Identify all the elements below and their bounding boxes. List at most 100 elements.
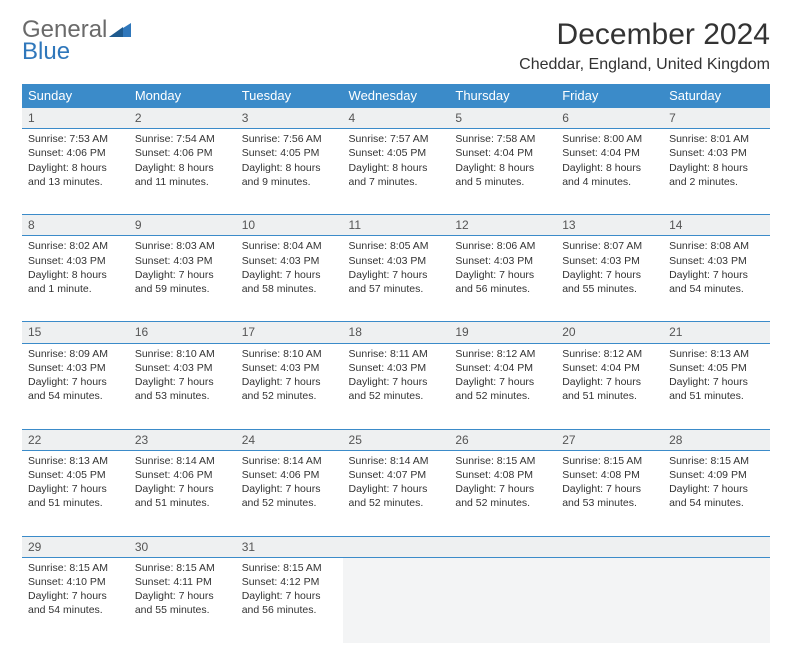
day-cell: Sunrise: 8:14 AMSunset: 4:06 PMDaylight:… [236, 450, 343, 536]
daynum-row: 15161718192021 [22, 322, 770, 343]
daylight-line: Daylight: 7 hours and 57 minutes. [349, 268, 444, 296]
sunset-line: Sunset: 4:08 PM [455, 468, 550, 482]
daylight-line: Daylight: 7 hours and 52 minutes. [455, 375, 550, 403]
week-row: Sunrise: 8:13 AMSunset: 4:05 PMDaylight:… [22, 450, 770, 536]
day-cell: Sunrise: 8:14 AMSunset: 4:06 PMDaylight:… [129, 450, 236, 536]
daylight-line: Daylight: 7 hours and 51 minutes. [562, 375, 657, 403]
day-cell: Sunrise: 8:15 AMSunset: 4:12 PMDaylight:… [236, 557, 343, 643]
day-cell: Sunrise: 8:15 AMSunset: 4:08 PMDaylight:… [556, 450, 663, 536]
sunrise-line: Sunrise: 7:57 AM [349, 132, 444, 146]
day-cell: Sunrise: 7:58 AMSunset: 4:04 PMDaylight:… [449, 129, 556, 215]
sunset-line: Sunset: 4:03 PM [669, 254, 764, 268]
day-number-cell [556, 536, 663, 557]
day-number-cell: 11 [343, 215, 450, 236]
daylight-line: Daylight: 7 hours and 51 minutes. [669, 375, 764, 403]
day-cell [449, 557, 556, 643]
day-header: Monday [129, 84, 236, 108]
day-cell: Sunrise: 7:57 AMSunset: 4:05 PMDaylight:… [343, 129, 450, 215]
day-cell: Sunrise: 8:12 AMSunset: 4:04 PMDaylight:… [556, 343, 663, 429]
daylight-line: Daylight: 8 hours and 1 minute. [28, 268, 123, 296]
brand-logo: General Blue [22, 18, 131, 64]
sunset-line: Sunset: 4:04 PM [562, 146, 657, 160]
daylight-line: Daylight: 8 hours and 5 minutes. [455, 161, 550, 189]
sunrise-line: Sunrise: 8:04 AM [242, 239, 337, 253]
day-number-cell [343, 536, 450, 557]
day-number-cell: 2 [129, 108, 236, 129]
sunrise-line: Sunrise: 8:07 AM [562, 239, 657, 253]
day-cell: Sunrise: 8:15 AMSunset: 4:08 PMDaylight:… [449, 450, 556, 536]
day-cell [556, 557, 663, 643]
daylight-line: Daylight: 7 hours and 54 minutes. [669, 268, 764, 296]
day-number-cell: 8 [22, 215, 129, 236]
daylight-line: Daylight: 8 hours and 4 minutes. [562, 161, 657, 189]
sunrise-line: Sunrise: 8:03 AM [135, 239, 230, 253]
day-number-cell: 19 [449, 322, 556, 343]
day-cell: Sunrise: 8:13 AMSunset: 4:05 PMDaylight:… [663, 343, 770, 429]
day-number-cell: 12 [449, 215, 556, 236]
day-cell: Sunrise: 8:06 AMSunset: 4:03 PMDaylight:… [449, 236, 556, 322]
sunrise-line: Sunrise: 8:11 AM [349, 347, 444, 361]
day-number-cell: 16 [129, 322, 236, 343]
sunrise-line: Sunrise: 7:53 AM [28, 132, 123, 146]
sunset-line: Sunset: 4:03 PM [669, 146, 764, 160]
sunset-line: Sunset: 4:08 PM [562, 468, 657, 482]
daylight-line: Daylight: 7 hours and 54 minutes. [28, 589, 123, 617]
day-number-cell: 20 [556, 322, 663, 343]
daylight-line: Daylight: 7 hours and 53 minutes. [562, 482, 657, 510]
sunrise-line: Sunrise: 8:10 AM [135, 347, 230, 361]
day-number-cell: 30 [129, 536, 236, 557]
sunset-line: Sunset: 4:06 PM [135, 468, 230, 482]
sunrise-line: Sunrise: 8:01 AM [669, 132, 764, 146]
sunset-line: Sunset: 4:05 PM [669, 361, 764, 375]
day-header-row: SundayMondayTuesdayWednesdayThursdayFrid… [22, 84, 770, 108]
sunrise-line: Sunrise: 8:12 AM [455, 347, 550, 361]
day-number-cell: 6 [556, 108, 663, 129]
day-header: Saturday [663, 84, 770, 108]
brand-word-2: Blue [22, 38, 70, 65]
daynum-row: 293031 [22, 536, 770, 557]
day-cell: Sunrise: 8:00 AMSunset: 4:04 PMDaylight:… [556, 129, 663, 215]
day-header: Tuesday [236, 84, 343, 108]
day-cell: Sunrise: 8:13 AMSunset: 4:05 PMDaylight:… [22, 450, 129, 536]
sunset-line: Sunset: 4:12 PM [242, 575, 337, 589]
sunset-line: Sunset: 4:06 PM [135, 146, 230, 160]
day-number-cell: 10 [236, 215, 343, 236]
sunrise-line: Sunrise: 8:02 AM [28, 239, 123, 253]
week-row: Sunrise: 8:02 AMSunset: 4:03 PMDaylight:… [22, 236, 770, 322]
day-cell [663, 557, 770, 643]
sunrise-line: Sunrise: 8:15 AM [135, 561, 230, 575]
sunset-line: Sunset: 4:05 PM [349, 146, 444, 160]
sunset-line: Sunset: 4:06 PM [28, 146, 123, 160]
sunrise-line: Sunrise: 7:56 AM [242, 132, 337, 146]
day-cell: Sunrise: 8:04 AMSunset: 4:03 PMDaylight:… [236, 236, 343, 322]
day-number-cell: 17 [236, 322, 343, 343]
day-number-cell: 14 [663, 215, 770, 236]
day-number-cell: 18 [343, 322, 450, 343]
day-number-cell [663, 536, 770, 557]
daylight-line: Daylight: 7 hours and 55 minutes. [135, 589, 230, 617]
day-header: Thursday [449, 84, 556, 108]
sunrise-line: Sunrise: 8:08 AM [669, 239, 764, 253]
daylight-line: Daylight: 8 hours and 7 minutes. [349, 161, 444, 189]
sunrise-line: Sunrise: 8:06 AM [455, 239, 550, 253]
sunset-line: Sunset: 4:05 PM [242, 146, 337, 160]
sunrise-line: Sunrise: 8:12 AM [562, 347, 657, 361]
sunset-line: Sunset: 4:10 PM [28, 575, 123, 589]
sunset-line: Sunset: 4:03 PM [349, 254, 444, 268]
sunset-line: Sunset: 4:03 PM [562, 254, 657, 268]
sunset-line: Sunset: 4:09 PM [669, 468, 764, 482]
day-number-cell [449, 536, 556, 557]
sunrise-line: Sunrise: 8:13 AM [28, 454, 123, 468]
day-header: Wednesday [343, 84, 450, 108]
sunset-line: Sunset: 4:07 PM [349, 468, 444, 482]
day-header: Sunday [22, 84, 129, 108]
day-cell: Sunrise: 8:14 AMSunset: 4:07 PMDaylight:… [343, 450, 450, 536]
day-cell: Sunrise: 8:15 AMSunset: 4:09 PMDaylight:… [663, 450, 770, 536]
daynum-row: 22232425262728 [22, 429, 770, 450]
day-number-cell: 4 [343, 108, 450, 129]
day-cell: Sunrise: 8:11 AMSunset: 4:03 PMDaylight:… [343, 343, 450, 429]
daylight-line: Daylight: 7 hours and 52 minutes. [349, 482, 444, 510]
sunrise-line: Sunrise: 7:58 AM [455, 132, 550, 146]
sunrise-line: Sunrise: 8:15 AM [242, 561, 337, 575]
day-cell: Sunrise: 8:03 AMSunset: 4:03 PMDaylight:… [129, 236, 236, 322]
